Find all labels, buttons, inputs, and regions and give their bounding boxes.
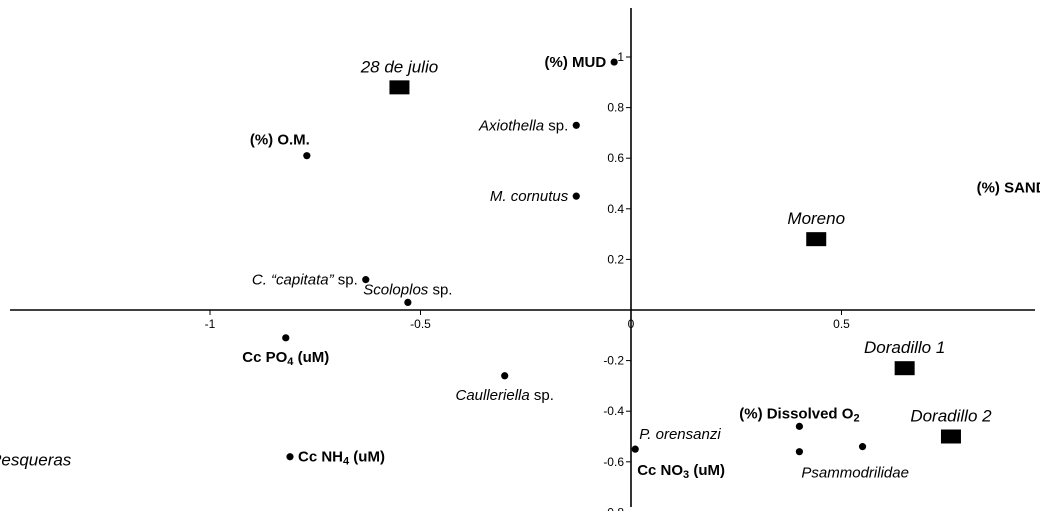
m-cornutus-label: M. cornutus: [490, 188, 569, 205]
cc-nh4-point: [286, 453, 294, 461]
sand-label: (%) SAND: [977, 180, 1040, 197]
caulleriella-point: [501, 372, 509, 380]
site-markers: 28 de julio Moreno Doradillo 1 Doradillo 2 P…: [0, 57, 992, 469]
tick-labels: -1 -0.5 0 0.5 1 0.8 0.6 0.4 0.2 -0.2 -0.4 -0.6 -0.8: [205, 50, 851, 511]
y-tick-label: 0.2: [607, 252, 624, 266]
om-label: (%) O.M.: [250, 132, 310, 149]
axiothella-point: [572, 121, 580, 129]
p-orensanzi-label: P. orensanzi: [639, 426, 721, 443]
dissolved-o2-point: [795, 422, 804, 430]
scoloplos-point: [404, 298, 412, 307]
y-tick-label: 1: [617, 50, 624, 64]
site-doradillo-1-marker: [894, 361, 915, 376]
site-moreno-marker: [806, 232, 827, 247]
dissolved-o2-label: (%) Dissolved O2: [739, 405, 859, 424]
caulleriella-label: Caulleriella sp.: [456, 387, 554, 404]
y-tick-label: -0.6: [603, 455, 624, 469]
site-28-de-julio-marker: [389, 80, 410, 95]
axes: [10, 8, 1035, 507]
y-tick-label: -0.8: [603, 505, 624, 511]
cc-po4-label: Cc PO4 (uM): [242, 349, 329, 368]
psammodrilidae-point: [795, 448, 804, 456]
mud-point: [610, 58, 618, 66]
om-point: [303, 152, 311, 160]
site-moreno-label: Moreno: [787, 209, 845, 228]
site-pesqueras-label: Pesqueras: [0, 450, 72, 469]
c-capitata-point: [362, 276, 370, 284]
y-tick-label: 0.6: [607, 151, 624, 165]
m-cornutus-point: [572, 192, 580, 200]
mud-label: (%) MUD: [545, 54, 607, 71]
scoloplos-label: Scoloplos sp.: [363, 281, 452, 298]
site-28-de-julio-label: 28 de julio: [360, 57, 439, 76]
cc-no3-label: Cc NO3 (uM): [637, 462, 725, 481]
x-tick-label: -1: [205, 317, 216, 331]
y-tick-label: 0.8: [607, 101, 624, 115]
y-tick-label: -0.4: [603, 404, 624, 418]
p-orensanzi-point: [631, 445, 639, 453]
site-doradillo-1-label: Doradillo 1: [864, 338, 945, 357]
site-doradillo-2-marker: [940, 429, 961, 444]
y-tick-label: -0.2: [603, 354, 624, 368]
x-tick-label: 0.5: [833, 317, 850, 331]
x-tick-label: -0.5: [410, 317, 431, 331]
cc-po4-point: [282, 334, 290, 342]
c-capitata-label: C. “capitata” sp.: [252, 272, 358, 289]
axiothella-label: Axiothella sp.: [478, 117, 568, 134]
data-points: (%) MUD Axiothella sp. (%) O.M. M. cornutus…: [242, 54, 1040, 482]
x-tick-label: 0: [628, 317, 635, 331]
cc-nh4-label: Cc NH4 (uM): [298, 449, 385, 468]
psammodrilidae-label: Psammodrilidae: [801, 465, 909, 482]
y-tick-label: 0.4: [607, 202, 624, 216]
point-unlabeled-point: [858, 443, 867, 451]
site-doradillo-2-label: Doradillo 2: [910, 407, 992, 426]
